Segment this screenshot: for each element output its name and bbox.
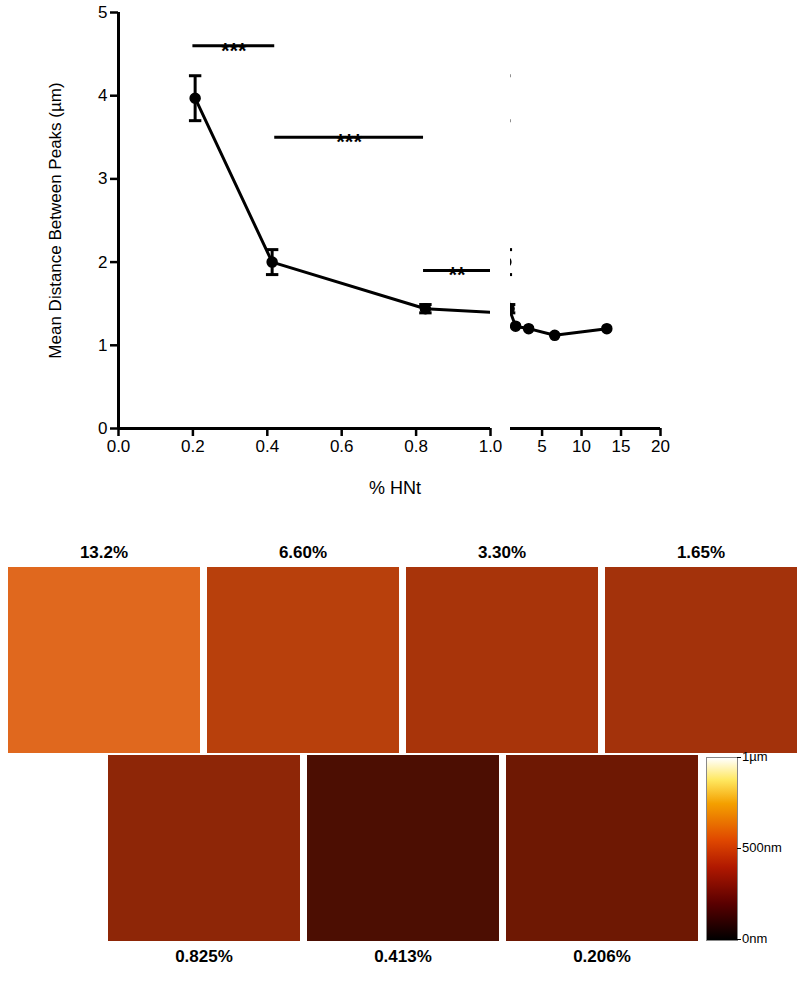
svg-text:***: *** bbox=[336, 129, 362, 154]
svg-text:0: 0 bbox=[98, 419, 107, 438]
html-text:0.413%: 0.413% bbox=[374, 947, 432, 966]
svg-text:5: 5 bbox=[537, 437, 546, 456]
svg-text:Mean Distance Between Peaks (µ: Mean Distance Between Peaks (µm) bbox=[46, 82, 65, 358]
svg-text:3: 3 bbox=[98, 169, 107, 188]
svg-text:0.2: 0.2 bbox=[181, 437, 205, 456]
html-text:6.60%: 6.60% bbox=[278, 543, 328, 562]
svg-text:0.8: 0.8 bbox=[404, 437, 428, 456]
svg-text:0.4: 0.4 bbox=[255, 437, 279, 456]
html-text:500nm: 500nm bbox=[742, 840, 782, 855]
svg-text:5: 5 bbox=[98, 3, 107, 22]
html-text:13.2%: 13.2% bbox=[79, 543, 129, 562]
svg-text:1: 1 bbox=[98, 336, 107, 355]
html-text:0.206%: 0.206% bbox=[573, 947, 631, 966]
svg-text:20: 20 bbox=[651, 437, 670, 456]
svg-text:0.0: 0.0 bbox=[107, 437, 131, 456]
svg-text:***: *** bbox=[221, 38, 247, 63]
svg-text:4: 4 bbox=[98, 86, 107, 105]
svg-text:15: 15 bbox=[612, 437, 631, 456]
svg-text:0.6: 0.6 bbox=[330, 437, 354, 456]
html-text:0nm: 0nm bbox=[742, 931, 768, 946]
html-text:3.30%: 3.30% bbox=[477, 543, 527, 562]
html-text:0.825%: 0.825% bbox=[175, 947, 233, 966]
html-text:1µm: 1µm bbox=[742, 749, 768, 764]
svg-text:10: 10 bbox=[572, 437, 591, 456]
svg-text:**: ** bbox=[448, 262, 466, 287]
html-text:1.65%: 1.65% bbox=[676, 543, 726, 562]
svg-text:2: 2 bbox=[98, 253, 107, 272]
html-text:% HNt: % HNt bbox=[369, 478, 421, 498]
svg-text:1.0: 1.0 bbox=[479, 437, 503, 456]
